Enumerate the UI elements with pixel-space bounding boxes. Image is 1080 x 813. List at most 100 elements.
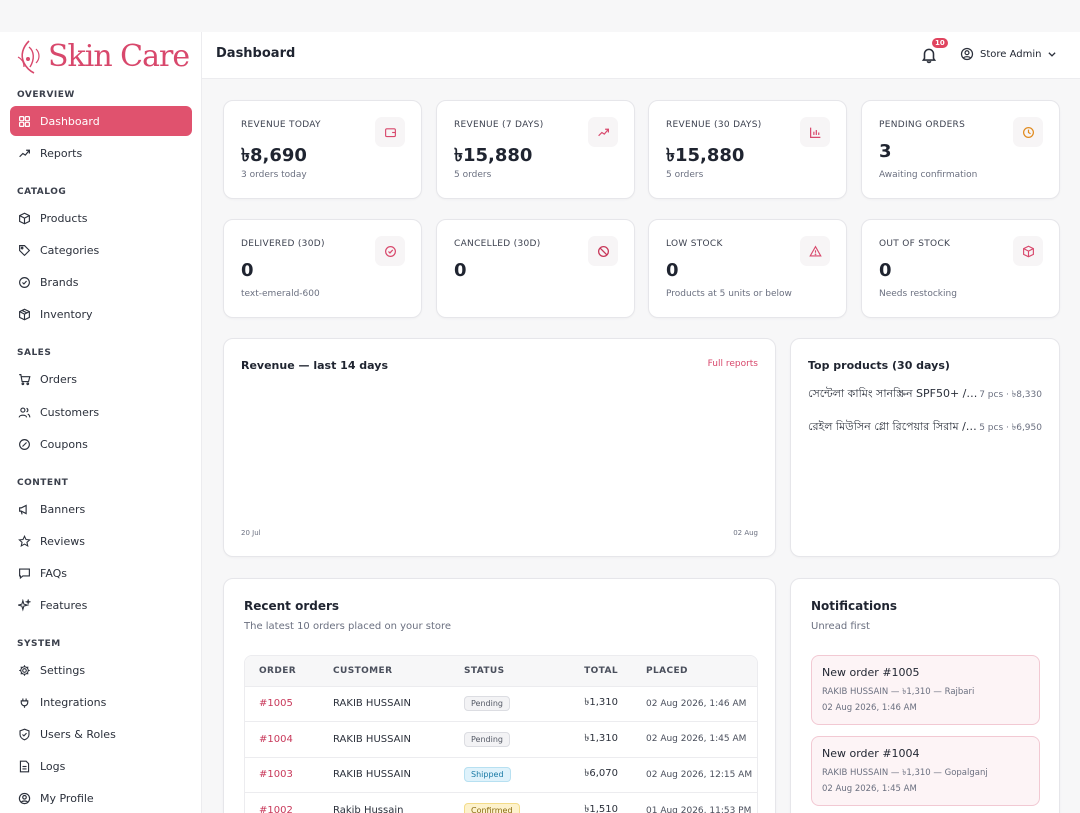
nav-section-system: SYSTEM [17, 639, 61, 649]
brand-name: Skin Care [48, 38, 190, 74]
nav-section-sales: SALES [17, 348, 52, 358]
stat-subtext: text-emerald-600 [241, 289, 320, 299]
sidebar-item-my-profile[interactable]: My Profile [10, 783, 192, 813]
sidebar-item-reports[interactable]: Reports [10, 138, 192, 168]
sidebar-item-brands[interactable]: Brands [10, 267, 192, 297]
top-product-name: রেইল মিউসিন গ্লো রিপেয়ার সিরাম / ... [808, 420, 978, 433]
sidebar-item-users-roles[interactable]: Users & Roles [10, 719, 192, 749]
flower-logo-icon [17, 40, 40, 74]
shield-icon [19, 728, 30, 740]
stat-value: 0 [454, 260, 467, 281]
sidebar-item-products[interactable]: Products [10, 203, 192, 233]
chart-area [241, 384, 760, 524]
sidebar-item-inventory[interactable]: Inventory [10, 299, 192, 329]
stat-subtext: 5 orders [666, 170, 704, 180]
stat-label: DELIVERED (30D) [241, 239, 325, 249]
order-customer: RAKIB HUSSAIN [333, 756, 464, 793]
sidebar-item-label: Logs [40, 759, 66, 773]
sidebar: Skin Care OVERVIEW Dashboard Reports CAT… [0, 32, 202, 813]
top-products-title: Top products (30 days) [808, 359, 950, 372]
stat-label: OUT OF STOCK [879, 239, 951, 249]
order-placed: 02 Aug 2026, 1:45 AM [622, 721, 757, 757]
order-placed: 02 Aug 2026, 1:46 AM [622, 685, 757, 722]
sidebar-item-label: Inventory [40, 307, 93, 321]
brand-logo[interactable]: Skin Care [0, 32, 201, 80]
top-header: Dashboard 10 Store Admin [202, 32, 1080, 79]
package-icon [19, 308, 30, 320]
status-badge: Pending [464, 696, 510, 712]
stat-value: ৳15,880 [666, 145, 745, 166]
orders-table: ORDER CUSTOMER STATUS TOTAL PLACED #1005… [245, 656, 757, 813]
sidebar-item-faqs[interactable]: FAQs [10, 558, 192, 588]
check-circle-icon [384, 245, 396, 257]
sidebar-item-features[interactable]: Features [10, 590, 192, 620]
sidebar-item-orders[interactable]: Orders [10, 364, 192, 394]
top-product-meta: 7 pcs · ৳8,330 [979, 390, 1042, 400]
sidebar-item-label: Dashboard [40, 114, 100, 128]
order-id-link[interactable]: #1002 [259, 805, 293, 813]
stat-icon-box [375, 117, 405, 147]
order-placed: 02 Aug 2026, 12:15 AM [622, 756, 757, 793]
x-axis-start-label: 20 Jul [241, 529, 261, 537]
table-row[interactable]: #1005 RAKIB HUSSAIN Pending ৳1,310 02 Au… [245, 685, 757, 722]
sidebar-item-banners[interactable]: Banners [10, 494, 192, 524]
sidebar-item-logs[interactable]: Logs [10, 751, 192, 781]
stat-icon-box [588, 117, 618, 147]
wallet-icon [384, 127, 396, 137]
chevron-down-icon [1048, 52, 1057, 57]
stat-label: REVENUE TODAY [241, 120, 321, 130]
sidebar-item-reviews[interactable]: Reviews [10, 526, 192, 556]
table-row[interactable]: #1003 RAKIB HUSSAIN Shipped ৳6,070 02 Au… [245, 756, 757, 793]
sidebar-item-label: Coupons [40, 437, 88, 451]
gear-icon [19, 664, 30, 676]
order-id-link[interactable]: #1003 [259, 769, 293, 781]
x-axis-end-label: 02 Aug [733, 529, 758, 537]
bell-icon[interactable] [920, 46, 938, 64]
sidebar-item-label: Users & Roles [40, 727, 116, 741]
order-id-link[interactable]: #1005 [259, 698, 293, 710]
recent-orders-panel: Recent orders The latest 10 orders place… [223, 578, 776, 813]
stat-card-revenue-30-days: REVENUE (30 DAYS) ৳15,880 5 orders [648, 100, 847, 199]
order-total: ৳6,070 [560, 756, 622, 793]
sidebar-item-label: Settings [40, 663, 86, 677]
stat-subtext: Awaiting confirmation [879, 170, 978, 180]
table-row[interactable]: #1002 Rakib Hussain Confirmed ৳1,510 01 … [245, 792, 757, 813]
sidebar-item-dashboard[interactable]: Dashboard [10, 106, 192, 136]
column-header: PLACED [622, 656, 757, 686]
sidebar-item-label: Banners [40, 502, 86, 516]
sidebar-item-label: Orders [40, 372, 77, 386]
top-strip [0, 0, 1080, 32]
sidebar-item-customers[interactable]: Customers [10, 397, 192, 427]
nav-section-content: CONTENT [17, 478, 69, 488]
sidebar-item-categories[interactable]: Categories [10, 235, 192, 265]
full-reports-link[interactable]: Full reports [707, 359, 758, 369]
file-icon [19, 760, 30, 772]
sidebar-item-integrations[interactable]: Integrations [10, 687, 192, 717]
stat-label: LOW STOCK [666, 239, 723, 249]
notification-item[interactable]: New order #1005 RAKIB HUSSAIN — ৳1,310 —… [811, 655, 1040, 725]
user-menu-label: Store Admin [980, 48, 1042, 60]
sidebar-item-coupons[interactable]: Coupons [10, 429, 192, 459]
notification-item[interactable]: New order #1004 RAKIB HUSSAIN — ৳1,310 —… [811, 736, 1040, 806]
table-row[interactable]: #1004 RAKIB HUSSAIN Pending ৳1,310 02 Au… [245, 721, 757, 757]
stat-value: ৳15,880 [454, 145, 533, 166]
box-icon [19, 212, 30, 224]
order-id-link[interactable]: #1004 [259, 733, 293, 745]
sidebar-item-label: Customers [40, 405, 100, 419]
notifications-subtitle: Unread first [811, 621, 870, 632]
sidebar-item-label: Reviews [40, 534, 85, 548]
sidebar-item-label: Integrations [40, 695, 107, 709]
stat-card-pending-orders: PENDING ORDERS 3 Awaiting confirmation [861, 100, 1060, 199]
order-customer: Rakib Hussain [333, 792, 464, 813]
sidebar-item-settings[interactable]: Settings [10, 655, 192, 685]
chat-icon [19, 567, 30, 579]
tag-icon [19, 244, 31, 256]
user-menu[interactable]: Store Admin [960, 47, 1057, 61]
stat-icon-box [588, 236, 618, 266]
top-product-row[interactable]: সেন্টেলা কামিং সানস্ক্রিন SPF50+ / ... 7… [808, 385, 1042, 404]
stat-label: CANCELLED (30D) [454, 239, 541, 249]
stat-label: REVENUE (30 DAYS) [666, 120, 762, 130]
top-product-row[interactable]: রেইল মিউসিন গ্লো রিপেয়ার সিরাম / ... 5 … [808, 418, 1042, 437]
status-badge: Shipped [464, 767, 511, 783]
order-total: ৳1,510 [560, 792, 622, 813]
